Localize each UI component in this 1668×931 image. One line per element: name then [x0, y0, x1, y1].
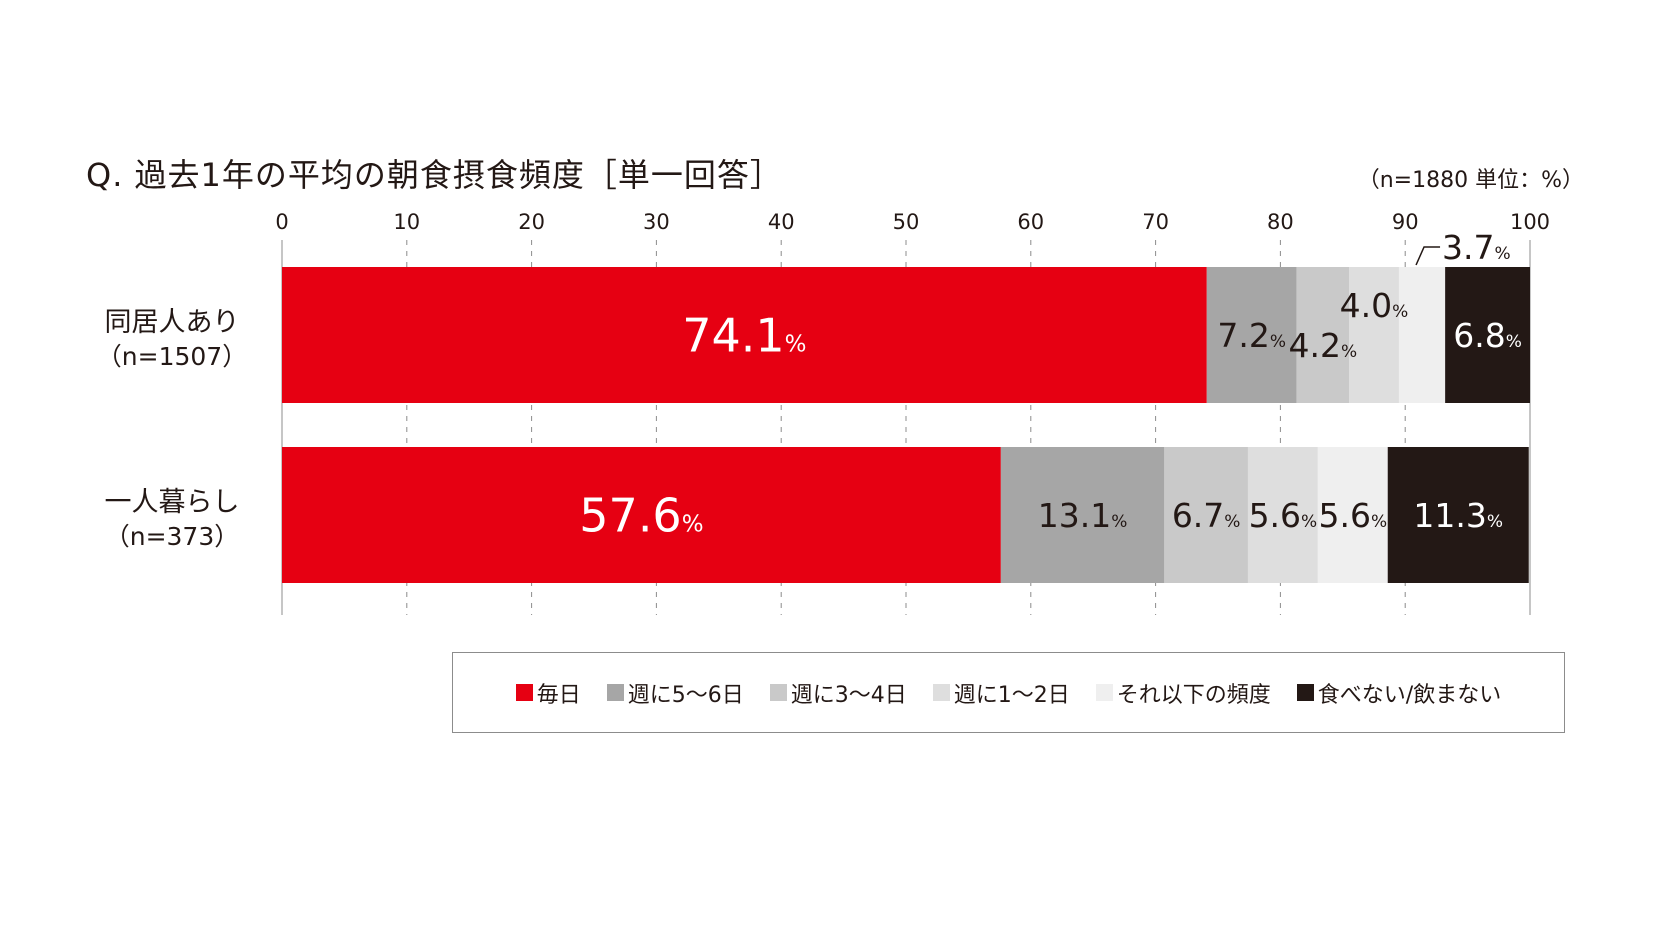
- category-label-living-alone: 一人暮らし （n=373）: [62, 486, 282, 554]
- legend-label: 週に3～4日: [790, 682, 907, 708]
- x-tick-label: 80: [1267, 210, 1294, 234]
- bar-segment: [1317, 447, 1388, 583]
- legend-swatch: [769, 684, 787, 701]
- data-label: 6.8%: [1453, 316, 1522, 355]
- legend-label: 週に5～6日: [627, 682, 744, 708]
- data-label: 3.7%: [1442, 228, 1511, 267]
- legend-item: それ以下の頻度: [1095, 677, 1271, 709]
- bar-segment: [1387, 447, 1529, 583]
- x-tick-label: 30: [643, 210, 670, 234]
- unit-note: （n=1880 単位：%）: [1357, 168, 1584, 193]
- legend-label: 毎日: [536, 682, 581, 708]
- data-label: 4.0%: [1340, 286, 1409, 325]
- legend-label: 週に1～2日: [953, 682, 1070, 708]
- x-tick-label: 0: [275, 210, 288, 234]
- legend-item: 毎日: [515, 677, 581, 709]
- legend-swatch: [932, 684, 950, 701]
- data-label: 74.1%: [682, 309, 806, 363]
- x-tick-label: 60: [1017, 210, 1044, 234]
- legend-swatch: [515, 684, 533, 701]
- category-label-cohabiting: 同居人あり （n=1507）: [62, 306, 282, 374]
- x-tick-label: 90: [1392, 210, 1419, 234]
- legend-swatch: [1095, 684, 1113, 701]
- bar-segment: [1247, 447, 1318, 583]
- callout-leader: [1415, 246, 1441, 266]
- legend-item: 週に1～2日: [932, 677, 1070, 709]
- bar-segment: [1296, 267, 1350, 403]
- legend-item: 週に3～4日: [769, 677, 907, 709]
- bar-segment: [282, 267, 1207, 403]
- bar-segment: [1000, 447, 1165, 583]
- x-tick-label: 10: [393, 210, 420, 234]
- chart-title: Q. 過去1年の平均の朝食摂食頻度［単一回答］: [86, 156, 783, 194]
- x-tick-label: 40: [768, 210, 795, 234]
- legend-item: 食べない/飲まない: [1296, 677, 1502, 709]
- category-sample-size: （n=373）: [104, 522, 240, 551]
- data-label: 6.7%: [1172, 496, 1241, 535]
- bar-segment: [1398, 267, 1446, 403]
- bar-segment: [1445, 267, 1530, 403]
- x-tick-label: 70: [1142, 210, 1169, 234]
- plot-area: 0 10 20 30 40 50 60 70 80 90 100 74.1% 7.2% 4.2%4.0%…: [275, 210, 1550, 615]
- data-label: 4.2%: [1289, 326, 1358, 365]
- bar-segment: [1349, 267, 1399, 403]
- tick-layer: 0 10 20 30 40 50 60 70 80 90 100: [275, 210, 1550, 234]
- data-label: 57.6%: [579, 489, 703, 543]
- category-name: 一人暮らし: [104, 487, 240, 518]
- bar-segment: [1164, 447, 1248, 583]
- legend: 毎日 週に5～6日 週に3～4日 週に1～2日 それ以下の頻度 食べない/飲まない: [452, 652, 1565, 733]
- data-label: 13.1%: [1038, 496, 1128, 535]
- data-label: 5.6%: [1249, 496, 1318, 535]
- bar-segment: [282, 447, 1001, 583]
- category-sample-size: （n=1507）: [96, 342, 248, 371]
- legend-swatch: [606, 684, 624, 701]
- bar-segment: [1206, 267, 1297, 403]
- x-tick-label: 100: [1510, 210, 1550, 234]
- data-label: 7.2%: [1217, 316, 1286, 355]
- legend-swatch: [1296, 684, 1314, 701]
- x-tick-label: 50: [893, 210, 920, 234]
- data-label: 11.3%: [1413, 496, 1503, 535]
- label-layer: 74.1% 7.2% 4.2%4.0%3.7%6.8%57.6% 13.1% 6.7% 5…: [579, 228, 1522, 543]
- legend-label: 食べない/飲まない: [1317, 682, 1502, 708]
- x-tick-label: 20: [518, 210, 545, 234]
- category-name: 同居人あり: [104, 307, 240, 338]
- bar-layer: [282, 267, 1530, 583]
- legend-item: 週に5～6日: [606, 677, 744, 709]
- data-label: 5.6%: [1318, 496, 1387, 535]
- legend-label: それ以下の頻度: [1116, 682, 1271, 708]
